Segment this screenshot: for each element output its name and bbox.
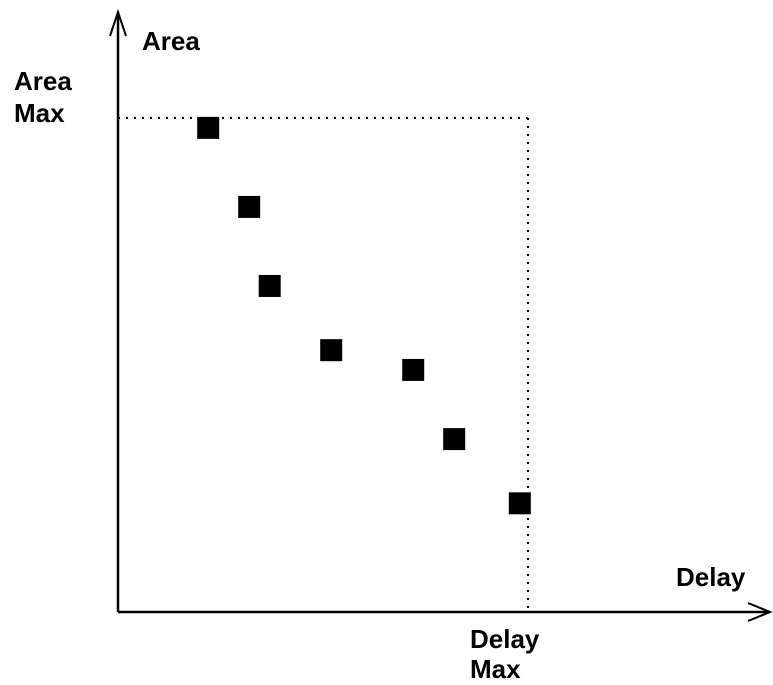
data-point — [320, 339, 343, 362]
data-point — [238, 195, 261, 218]
data-point — [443, 428, 466, 451]
delay-max-label-line1: Delay — [470, 624, 540, 654]
area-max-label-line1: Area — [14, 66, 72, 96]
y-axis-arrowhead — [109, 8, 127, 37]
x-axis-arrowhead — [747, 602, 773, 622]
x-axis-label: Delay — [676, 562, 746, 592]
data-points-layer — [197, 116, 531, 515]
delay-max-label-line2: Max — [470, 654, 521, 684]
data-point — [508, 492, 531, 515]
y-axis-label: Area — [142, 26, 200, 56]
data-point — [402, 358, 425, 381]
area-max-label-line2: Max — [14, 98, 65, 128]
data-point — [258, 274, 281, 297]
data-point — [197, 116, 220, 139]
